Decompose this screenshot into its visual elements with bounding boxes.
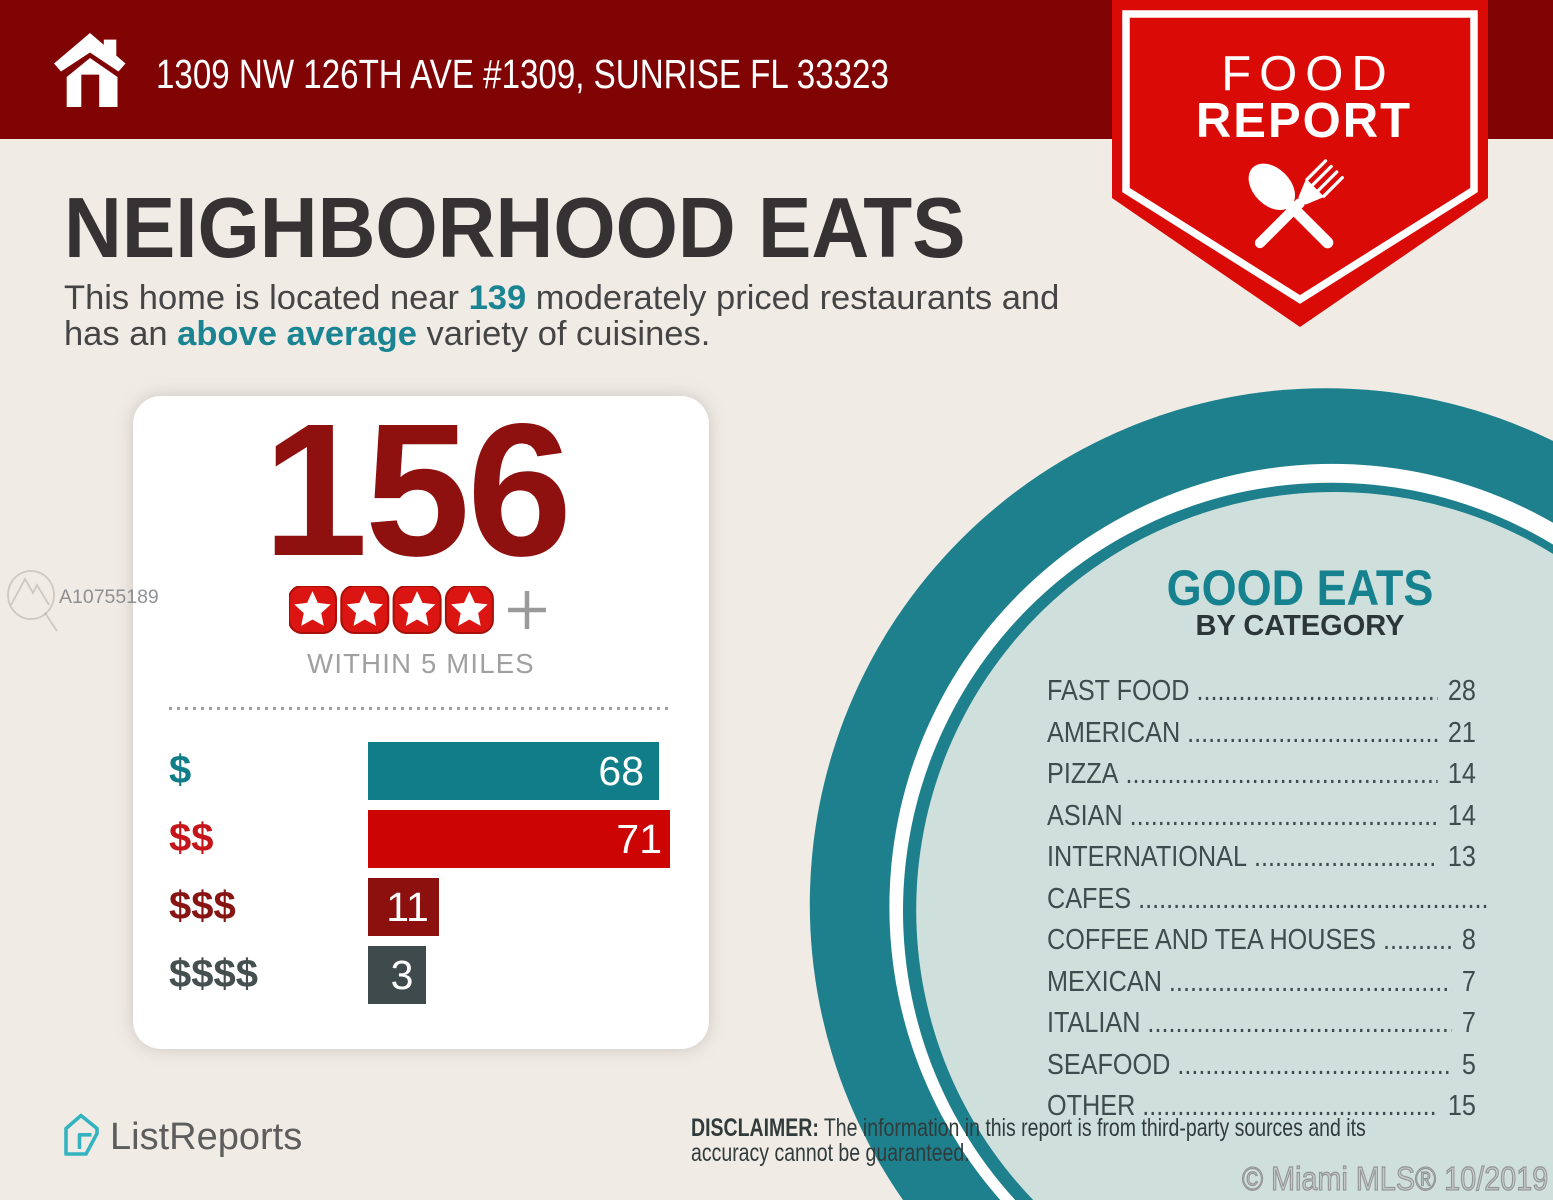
svg-text:REPORT: REPORT [1196,94,1412,148]
svg-text:FOOD: FOOD [1221,47,1395,101]
